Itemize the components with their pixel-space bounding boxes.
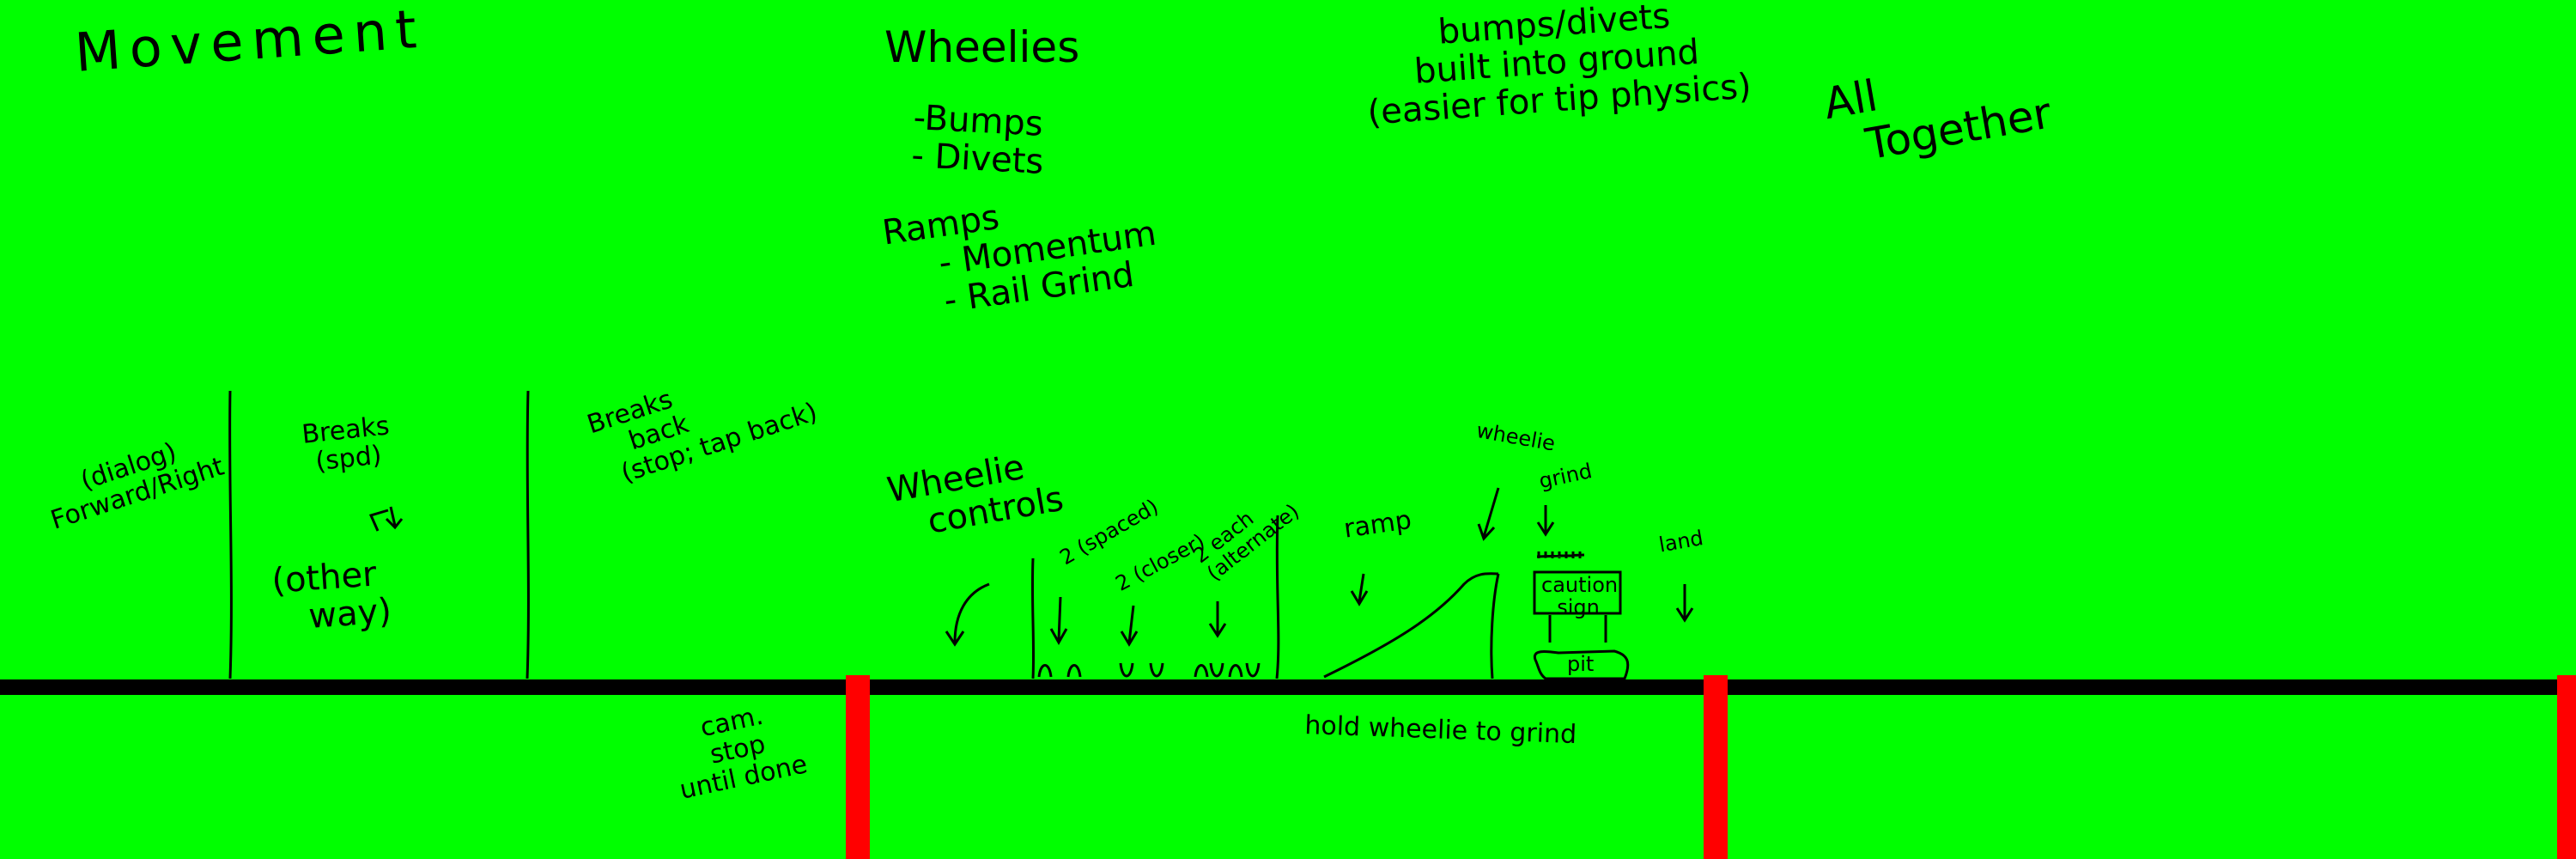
pit-label: pit xyxy=(1567,652,1595,676)
wheelies-title: Wheelies xyxy=(884,22,1080,72)
caution-sign-label: caution sign xyxy=(1541,573,1619,620)
section-divider-2 xyxy=(1704,675,1728,859)
controls-arrow xyxy=(945,582,990,647)
movement-separator-1 xyxy=(228,390,233,679)
grind-arrow xyxy=(1536,505,1555,537)
wheelie-separator-2 xyxy=(1275,515,1280,679)
caution-sign-box xyxy=(1533,570,1622,615)
ramp-tail xyxy=(1490,573,1500,679)
ground-line xyxy=(0,679,2576,695)
bump-alternate xyxy=(1194,662,1261,678)
wheelie-separator-1 xyxy=(1030,557,1036,679)
breaks-arrow-left xyxy=(368,509,389,532)
section-divider-1 xyxy=(846,675,870,859)
alternate-arrow xyxy=(1208,601,1227,638)
breaks-arrow-right xyxy=(385,506,404,530)
wheelie-list-item-2: - Divets xyxy=(910,135,1045,182)
breaks-spd-note: Breaks (spd) xyxy=(301,411,393,477)
other-way-line-2: way) xyxy=(307,591,393,637)
spaced-arrow xyxy=(1049,596,1068,646)
ramp-shape xyxy=(1323,572,1499,679)
grind-rail xyxy=(1536,551,1585,558)
other-way-note: (other way) xyxy=(270,554,392,637)
bump-spaced xyxy=(1037,664,1082,678)
caution-sign-line-1: caution xyxy=(1541,573,1619,597)
wheelie-list: -Bumps - Divets xyxy=(910,98,1046,182)
closer-arrow xyxy=(1120,605,1139,647)
wheelie-arrow xyxy=(1477,487,1500,541)
section-divider-3 xyxy=(2557,675,2576,859)
ramp-arrow xyxy=(1350,573,1369,606)
caution-sign-line-2: sign xyxy=(1557,595,1600,620)
movement-separator-2 xyxy=(526,390,530,679)
land-arrow xyxy=(1675,584,1694,623)
caution-sign-posts xyxy=(1548,615,1607,643)
divet-closer xyxy=(1119,662,1164,678)
pit-outline xyxy=(1533,649,1630,680)
